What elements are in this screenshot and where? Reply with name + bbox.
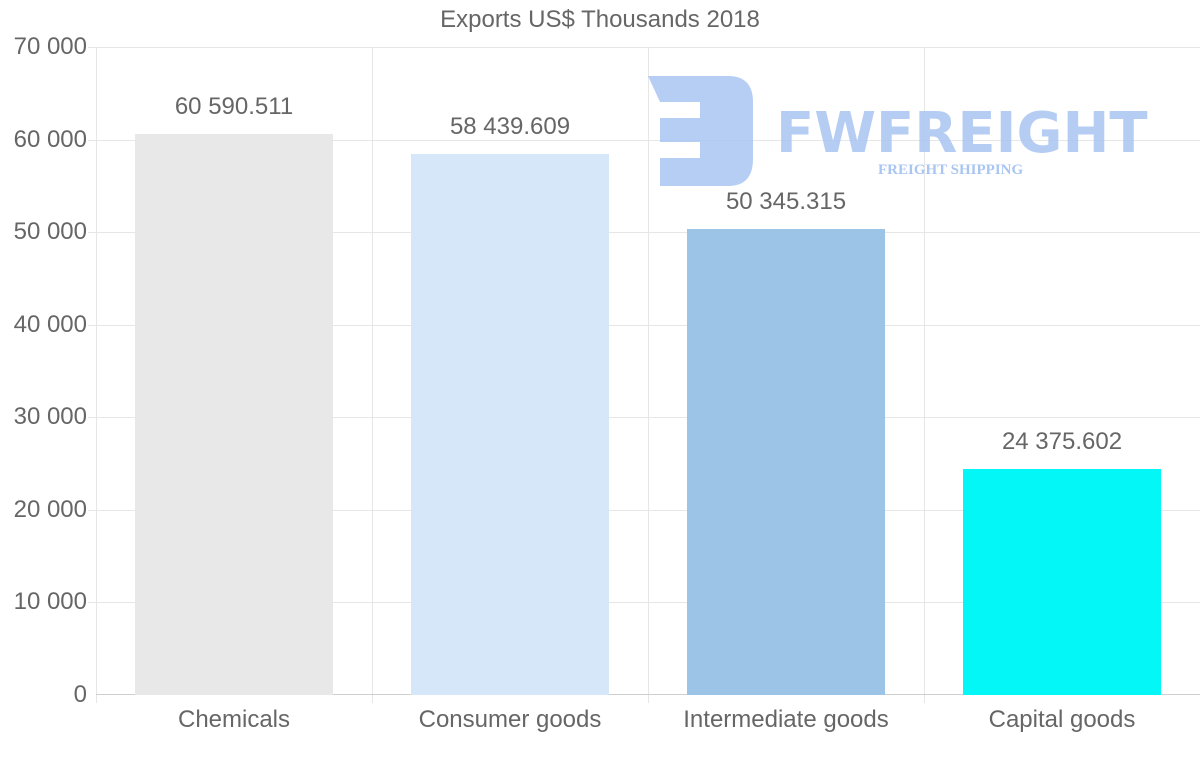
bar-value-label: 60 590.511: [174, 93, 294, 121]
x-tick-label: Consumer goods: [418, 706, 602, 733]
y-tick-label: 50 000: [13, 218, 87, 246]
y-tick-label: 60 000: [13, 125, 87, 153]
watermark-logo: FWFREIGHT FREIGHT SHIPPING: [648, 74, 1148, 194]
y-tick-label: 70 000: [13, 33, 87, 60]
grid-line-vertical: [648, 47, 649, 703]
grid-line-vertical: [924, 47, 925, 703]
y-tick-label: 0: [73, 681, 87, 708]
chart-title: Exports US$ Thousands 2018: [440, 6, 760, 33]
y-tick-label: 20 000: [13, 495, 87, 523]
grid-line-vertical: [96, 47, 97, 703]
x-axis-line: [96, 694, 1200, 695]
grid-line-horizontal: [88, 602, 1200, 604]
bar-value-label: 58 439.609: [449, 113, 571, 141]
bar-intermediate-goods[interactable]: [687, 228, 885, 695]
x-tick-label: Capital goods: [988, 706, 1136, 733]
bar-capital-goods[interactable]: [963, 469, 1161, 695]
x-tick-label: Chemicals: [177, 706, 291, 733]
y-tick-label: 10 000: [13, 588, 87, 616]
plot-area: [88, 47, 1200, 703]
grid-line-horizontal: [88, 324, 1200, 326]
grid-line-horizontal: [88, 232, 1200, 234]
bar-consumer-goods[interactable]: [411, 154, 609, 695]
bar-value-label: 50 345.315: [725, 187, 847, 215]
bar-chemicals[interactable]: [135, 134, 333, 695]
grid-line-horizontal: [88, 139, 1200, 141]
grid-line-horizontal: [88, 509, 1200, 511]
grid-line-vertical: [372, 47, 373, 703]
y-tick-label: 40 000: [13, 310, 87, 338]
grid-line-horizontal: [88, 417, 1200, 419]
grid-line-horizontal: [88, 47, 1200, 48]
watermark-tagline: FREIGHT SHIPPING: [878, 162, 1023, 178]
y-tick-label: 30 000: [13, 403, 87, 431]
x-tick-label: Intermediate goods: [683, 706, 889, 733]
logo-mark-icon: [648, 76, 753, 186]
bar-value-label: 24 375.602: [1001, 428, 1123, 456]
watermark-brand: FWFREIGHT: [776, 101, 1148, 166]
